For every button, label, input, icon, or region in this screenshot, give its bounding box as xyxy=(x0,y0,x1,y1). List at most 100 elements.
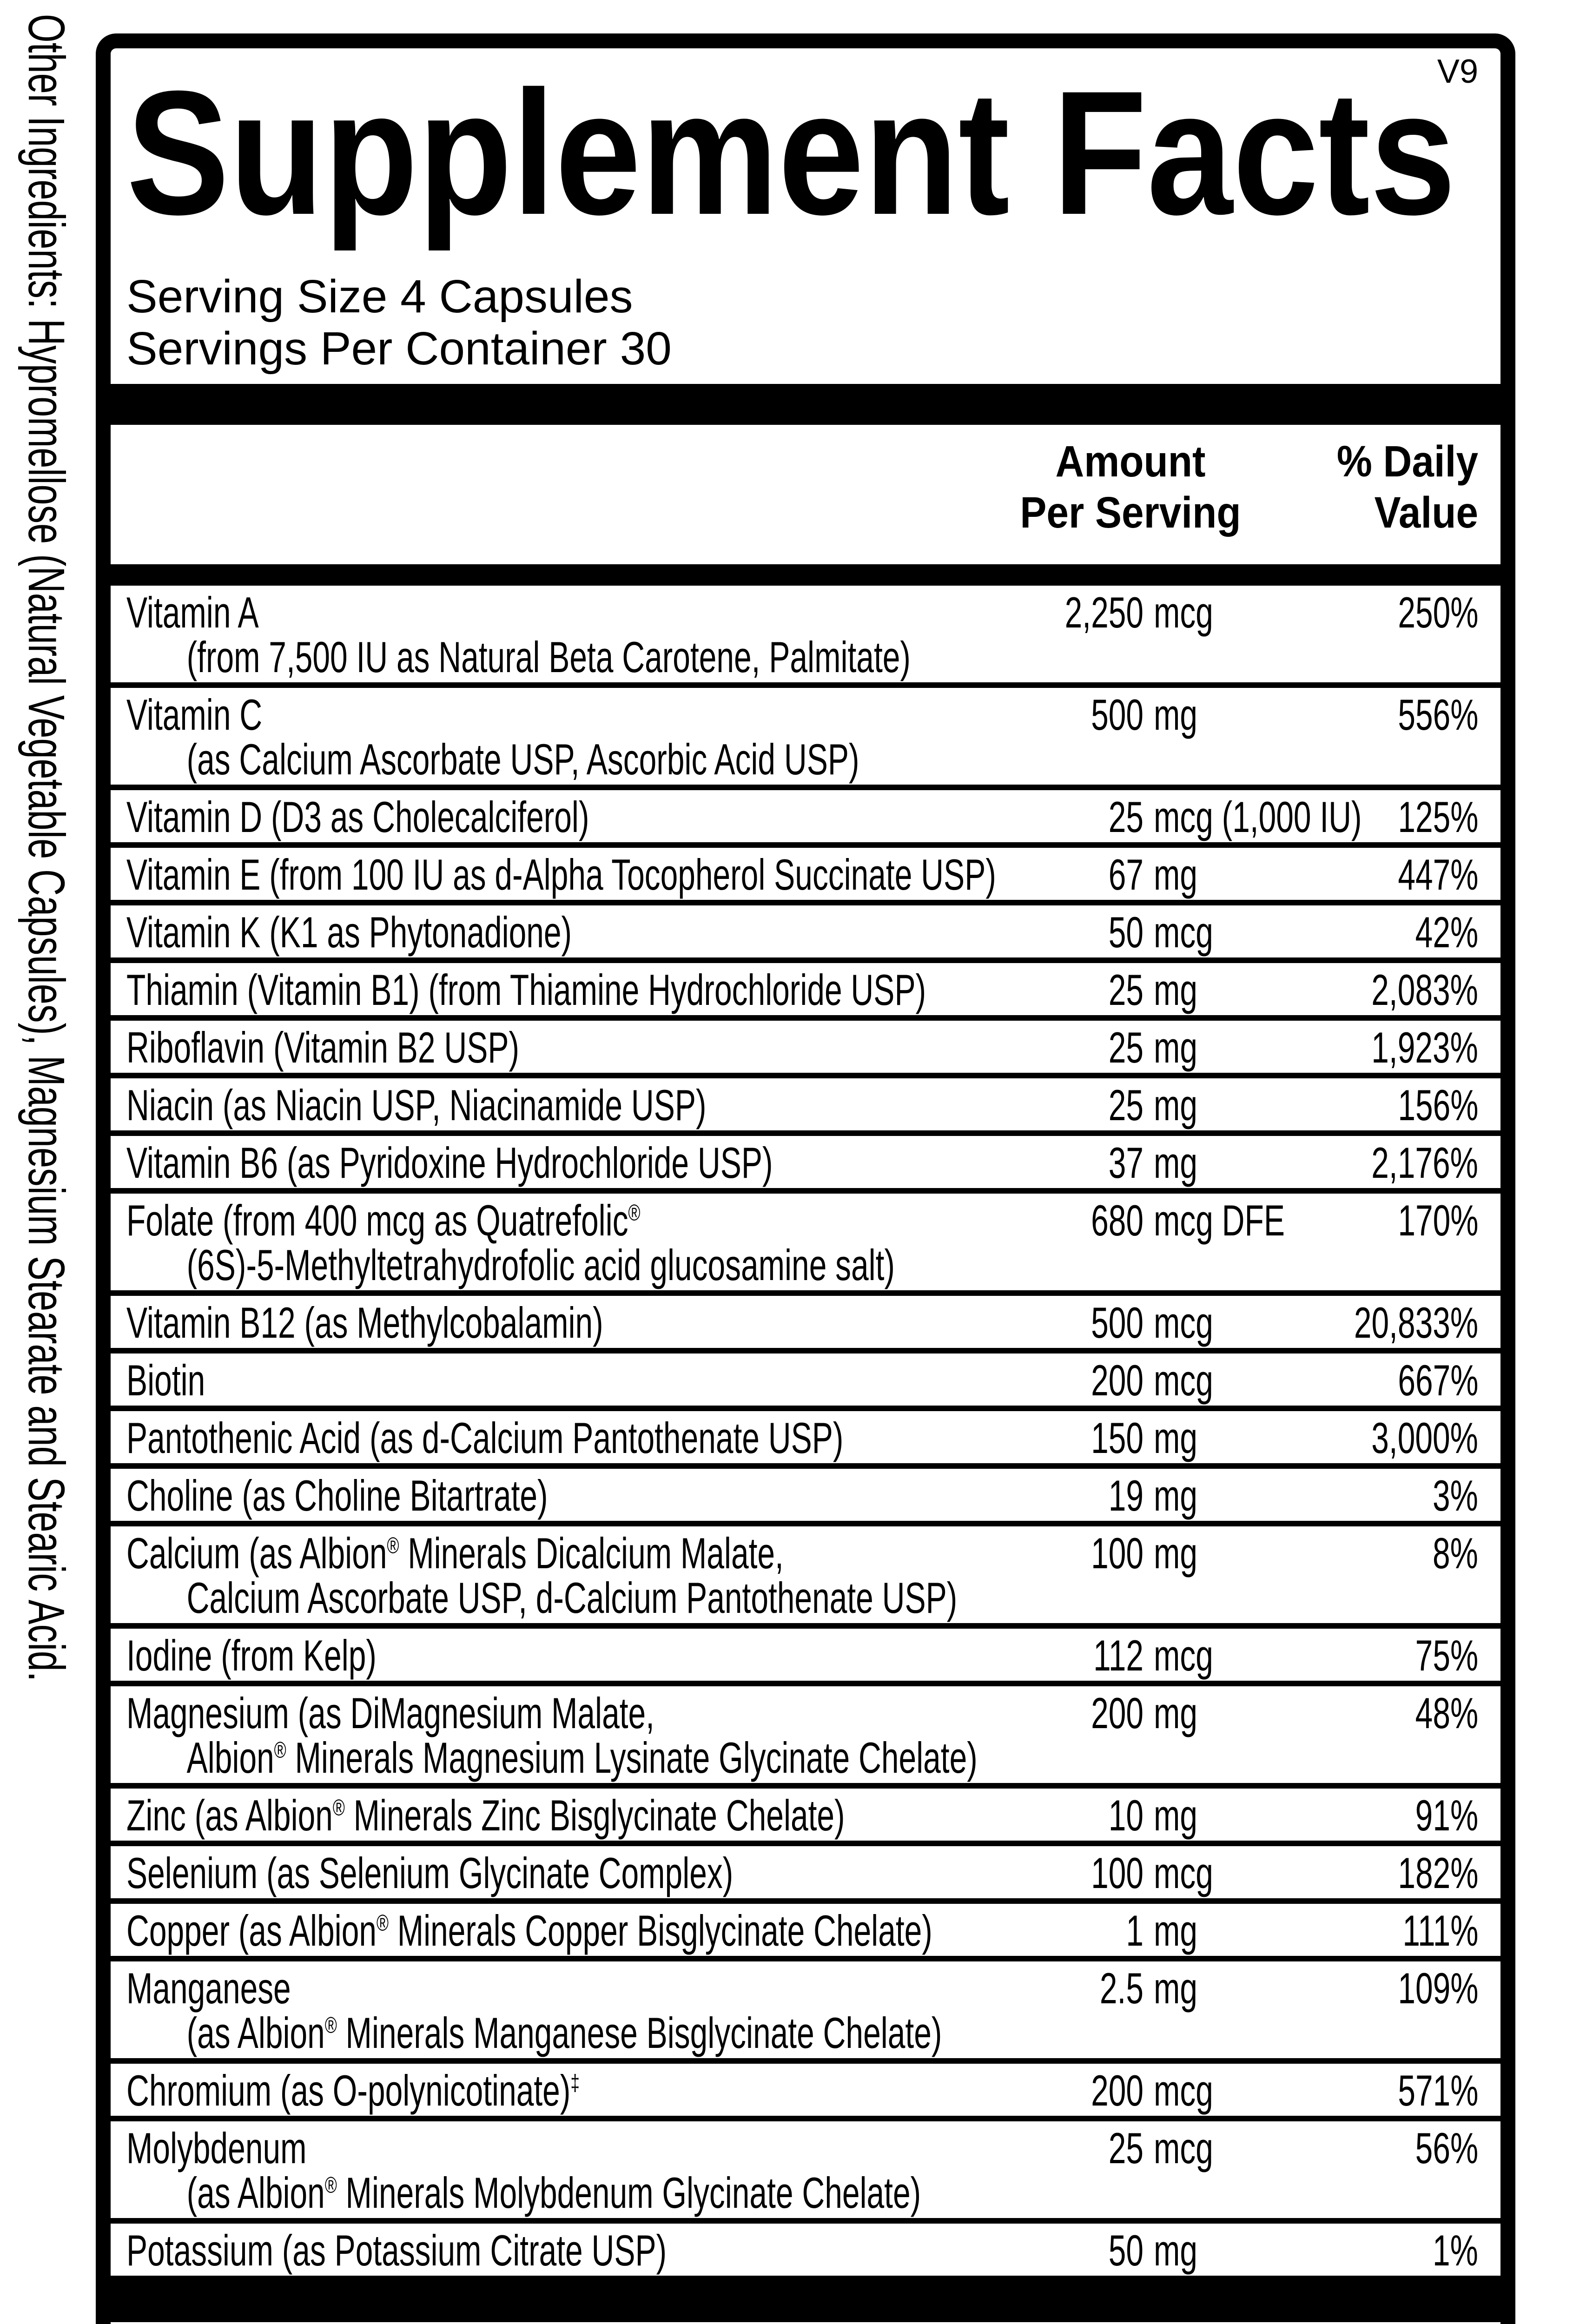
daily-value: 1,923% xyxy=(1371,1023,1478,1072)
amount-number: 10 xyxy=(1108,1791,1143,1840)
daily-value: 156% xyxy=(1397,1081,1478,1129)
table-row: Potassium (as Potassium Citrate USP) 50 mg… xyxy=(111,2218,1500,2276)
ingredient-name: Vitamin B12 (as Methylcobalamin) xyxy=(126,1298,603,1347)
amount-unit: mg xyxy=(1154,1138,1198,1187)
superscript-mark: ® xyxy=(324,2172,337,2198)
amount-number: 19 xyxy=(1108,1471,1143,1520)
supplement-facts-panel: V9 Supplement Facts Serving Size 4 Capsu… xyxy=(96,33,1515,2324)
table-row: Magnesium (as DiMagnesium Malate, Albion®… xyxy=(111,1681,1500,1783)
table-row: Vitamin B12 (as Methylcobalamin) 500 mcg 20… xyxy=(111,1290,1500,1348)
ingredient-name: Choline (as Choline Bitartrate) xyxy=(126,1471,548,1520)
amount-number: 25 xyxy=(1108,2124,1143,2172)
serving-info: Serving Size 4 Capsules Servings Per Con… xyxy=(126,271,1478,375)
ingredient-name-continued: (6S)-5-Methyltetrahydrofolic acid glucos… xyxy=(186,1241,895,1289)
amount-number: 500 xyxy=(1091,1298,1143,1347)
table-row: Vitamin A (from 7,500 IU as Natural Beta … xyxy=(111,586,1500,682)
ingredient-name-block: Manganese (as Albion® Minerals Manganese … xyxy=(126,1966,1100,2055)
ingredient-name: Vitamin B6 (as Pyridoxine Hydrochloride … xyxy=(126,1138,773,1187)
ingredient-name: Zinc (as Albion® Minerals Zinc Bisglycin… xyxy=(126,1791,845,1840)
ingredient-name-block: Vitamin K (K1 as Phytonadione) xyxy=(126,910,1100,955)
daily-value: 3,000% xyxy=(1371,1413,1478,1462)
ingredient-name: Chromium (as O-polynicotinate)‡ xyxy=(126,2066,580,2115)
amount-number: 25 xyxy=(1108,1023,1143,1072)
amount-number: 100 xyxy=(1091,1849,1143,1897)
ingredient-name-block: Niacin (as Niacin USP, Niacinamide USP) xyxy=(126,1083,1100,1128)
ingredient-name: Pantothenic Acid (as d-Calcium Pantothen… xyxy=(126,1413,844,1462)
daily-value: 91% xyxy=(1415,1791,1478,1840)
table-row: Copper (as Albion® Minerals Copper Bisgl… xyxy=(111,1898,1500,1956)
superscript-mark: ® xyxy=(377,1910,389,1936)
ingredient-name-block: Calcium (as Albion® Minerals Dicalcium M… xyxy=(126,1531,1100,1620)
ingredient-name-block: Vitamin A (from 7,500 IU as Natural Beta … xyxy=(126,590,1100,680)
ingredient-name-block: Biotin xyxy=(126,1358,1100,1403)
amount-unit: mg xyxy=(1154,1964,1198,2013)
table-row: Choline (as Choline Bitartrate) 19 mg 3% xyxy=(111,1463,1500,1521)
table-row: Thiamin (Vitamin B1) (from Thiamine Hydr… xyxy=(111,957,1500,1015)
daily-value: 182% xyxy=(1397,1849,1478,1897)
superscript-mark: ® xyxy=(324,2013,337,2038)
amount-unit: mg xyxy=(1154,850,1198,899)
amount-unit: mg xyxy=(1154,1906,1198,1955)
ingredient-name-block: Iodine (from Kelp) xyxy=(126,1633,1100,1678)
table-row: Niacin (as Niacin USP, Niacinamide USP) 2… xyxy=(111,1073,1500,1130)
table-row: Pantothenic Acid (as d-Calcium Pantothen… xyxy=(111,1406,1500,1463)
daily-value: 42% xyxy=(1415,908,1478,957)
table-row: Chromium (as O-polynicotinate)‡ 200 mcg 571… xyxy=(111,2058,1500,2116)
ingredient-name-block: Chromium (as O-polynicotinate)‡ xyxy=(126,2068,1100,2113)
amount-unit: mg xyxy=(1154,1689,1198,1737)
amount-number: 200 xyxy=(1091,1689,1143,1737)
other-ingredient-table: Inositol NF50mg*Mixed Tocopherols50mg*Ru… xyxy=(111,2322,1500,2324)
amount-number: 25 xyxy=(1108,965,1143,1014)
ingredient-name-continued: (as Albion® Minerals Molybdenum Glycinat… xyxy=(186,2168,921,2217)
daily-value: 56% xyxy=(1415,2124,1478,2172)
amount-unit: mcg xyxy=(1154,1849,1213,1897)
amount-number: 500 xyxy=(1091,690,1143,739)
ingredient-name-block: Choline (as Choline Bitartrate) xyxy=(126,1473,1100,1518)
ingredient-name-block: Vitamin B6 (as Pyridoxine Hydrochloride … xyxy=(126,1141,1100,1185)
ingredient-name-continued: (as Calcium Ascorbate USP, Ascorbic Acid… xyxy=(186,735,859,784)
ingredient-name: Thiamin (Vitamin B1) (from Thiamine Hydr… xyxy=(126,965,926,1014)
amount-number: 50 xyxy=(1108,2226,1143,2275)
amount-unit: mg xyxy=(1154,2226,1198,2275)
ingredient-name: Iodine (from Kelp) xyxy=(126,1631,377,1680)
daily-value: 2,176% xyxy=(1371,1138,1478,1187)
amount-unit: mg xyxy=(1154,965,1198,1014)
ingredient-name-block: Vitamin D (D3 as Cholecalciferol) xyxy=(126,795,1100,839)
amount-number: 37 xyxy=(1108,1138,1143,1187)
amount-unit: mg xyxy=(1154,1529,1198,1578)
amount-number: 25 xyxy=(1108,792,1143,841)
daily-value: 667% xyxy=(1397,1356,1478,1405)
ingredient-name-block: Molybdenum (as Albion® Minerals Molybdenu… xyxy=(126,2126,1100,2215)
ingredient-name: Folate (from 400 mcg as Quatrefolic® xyxy=(126,1196,641,1245)
amount-number: 50 xyxy=(1108,908,1143,957)
ingredient-name: Vitamin C xyxy=(126,690,263,739)
ingredient-name: Vitamin E (from 100 IU as d-Alpha Tocoph… xyxy=(126,850,996,899)
ingredient-name-block: Vitamin B12 (as Methylcobalamin) xyxy=(126,1301,1100,1345)
table-row: Calcium (as Albion® Minerals Dicalcium M… xyxy=(111,1521,1500,1623)
table-row: Vitamin E (from 100 IU as d-Alpha Tocoph… xyxy=(111,842,1500,900)
ingredient-name-block: Riboflavin (Vitamin B2 USP) xyxy=(126,1025,1100,1070)
divider-bar-header xyxy=(111,564,1500,586)
table-row: Zinc (as Albion® Minerals Zinc Bisglycin… xyxy=(111,1783,1500,1841)
amount-unit: mcg (1,000 IU) xyxy=(1154,792,1362,841)
amount-unit: mcg xyxy=(1154,908,1213,957)
version-tag: V9 xyxy=(1437,53,1478,90)
table-row: Vitamin C (as Calcium Ascorbate USP, Asco… xyxy=(111,682,1500,785)
daily-value: 125% xyxy=(1397,792,1478,841)
superscript-mark: ‡ xyxy=(570,2070,580,2096)
ingredient-name: Selenium (as Selenium Glycinate Complex) xyxy=(126,1849,734,1897)
daily-value: 8% xyxy=(1433,1529,1478,1578)
serving-size: Serving Size 4 Capsules xyxy=(126,271,633,323)
amount-number: 25 xyxy=(1108,1081,1143,1129)
amount-unit: mcg xyxy=(1154,1631,1213,1680)
ingredient-name: Manganese xyxy=(126,1964,291,2013)
table-row: Vitamin K (K1 as Phytonadione) 50 mcg 42% xyxy=(111,900,1500,957)
amount-number: 150 xyxy=(1091,1413,1143,1462)
amount-unit: mcg xyxy=(1154,1298,1213,1347)
ingredient-name: Vitamin A xyxy=(126,588,259,637)
table-row: Folate (from 400 mcg as Quatrefolic® (6S)… xyxy=(111,1188,1500,1290)
amount-unit: mg xyxy=(1154,1471,1198,1520)
amount-unit: mg xyxy=(1154,1413,1198,1462)
ingredient-name-continued: (as Albion® Minerals Manganese Bisglycin… xyxy=(186,2008,942,2057)
amount-number: 2,250 xyxy=(1064,588,1143,637)
